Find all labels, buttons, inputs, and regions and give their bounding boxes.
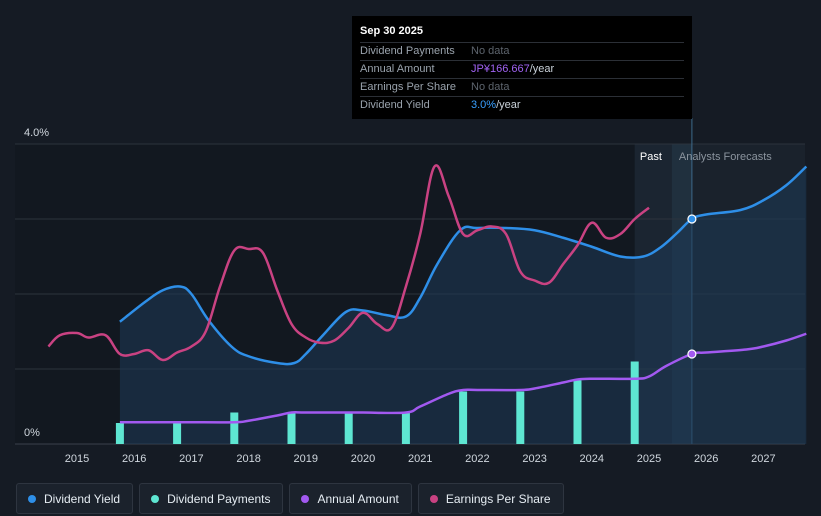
forecast-label: Analysts Forecasts: [679, 151, 772, 163]
chart-legend: Dividend Yield Dividend Payments Annual …: [16, 483, 564, 514]
x-tick-label: 2025: [637, 453, 661, 465]
x-tick-label: 2020: [351, 453, 375, 465]
tooltip-row-dividend-yield: Dividend Yield 3.0%/year: [360, 96, 684, 114]
legend-label: Annual Amount: [317, 491, 399, 506]
dividend-payment-bar: [516, 391, 525, 444]
dividend-yield-marker: [687, 214, 697, 224]
tooltip-date: Sep 30 2025: [360, 25, 423, 37]
x-tick-label: 2016: [122, 453, 146, 465]
legend-label: Dividend Yield: [44, 491, 121, 506]
tooltip-suffix: /year: [529, 63, 555, 75]
tooltip-value: No data: [471, 81, 510, 93]
legend-label: Dividend Payments: [167, 491, 271, 506]
tooltip-row-dividend-payments: Dividend Payments No data: [360, 42, 684, 60]
legend-dot-icon: [28, 494, 36, 503]
tooltip-label: Dividend Payments: [360, 45, 455, 57]
legend-dividend-yield[interactable]: Dividend Yield: [16, 483, 134, 514]
x-tick-label: 2027: [751, 453, 775, 465]
dividend-payment-bar: [573, 380, 582, 444]
dividend-payment-bar: [630, 361, 639, 444]
y-tick-label: 4.0%: [24, 127, 49, 139]
dividend-payment-bar: [287, 412, 296, 444]
dividend-payment-bar: [401, 412, 410, 444]
tooltip-label: Dividend Yield: [360, 99, 430, 111]
tooltip-value: No data: [471, 45, 510, 57]
legend-earnings-per-share[interactable]: Earnings Per Share: [417, 483, 564, 514]
tooltip-row-annual-amount: Annual Amount JP¥166.667/year: [360, 60, 684, 78]
tooltip-label: Annual Amount: [360, 63, 435, 75]
tooltip-label: Earnings Per Share: [360, 81, 456, 93]
tooltip-value: JP¥166.667: [471, 63, 530, 75]
dividend-payment-bar: [230, 412, 239, 444]
x-tick-label: 2022: [465, 453, 489, 465]
dividend-yield-line: [119, 165, 808, 366]
earnings-per-share-line: [47, 164, 650, 362]
legend-label: Earnings Per Share: [445, 491, 551, 506]
dividend-payment-bar: [115, 423, 124, 444]
legend-dot-icon: [151, 494, 160, 503]
x-tick-label: 2019: [294, 453, 318, 465]
past-label: Past: [640, 151, 662, 163]
legend-annual-amount[interactable]: Annual Amount: [289, 483, 412, 514]
annual-amount-marker: [687, 349, 697, 359]
x-tick-label: 2026: [694, 453, 718, 465]
tooltip-value: 3.0%: [471, 99, 497, 111]
tooltip-row-earnings-per-share: Earnings Per Share No data: [360, 78, 684, 96]
x-tick-label: 2021: [408, 453, 432, 465]
legend-dot-icon: [301, 494, 310, 503]
y-tick-label: 0%: [24, 427, 40, 439]
x-tick-label: 2023: [522, 453, 546, 465]
x-tick-label: 2017: [179, 453, 203, 465]
x-tick-label: 2024: [580, 453, 604, 465]
hover-tooltip: Sep 30 2025 Dividend Payments No data An…: [352, 16, 692, 119]
legend-dot-icon: [429, 494, 438, 503]
x-tick-label: 2018: [236, 453, 260, 465]
dividend-payment-bar: [344, 412, 353, 444]
legend-dividend-payments[interactable]: Dividend Payments: [139, 483, 284, 514]
x-tick-label: 2015: [65, 453, 89, 465]
dividend-payment-bar: [459, 391, 468, 444]
tooltip-suffix: /year: [496, 99, 521, 111]
dividend-payment-bar: [173, 423, 182, 444]
